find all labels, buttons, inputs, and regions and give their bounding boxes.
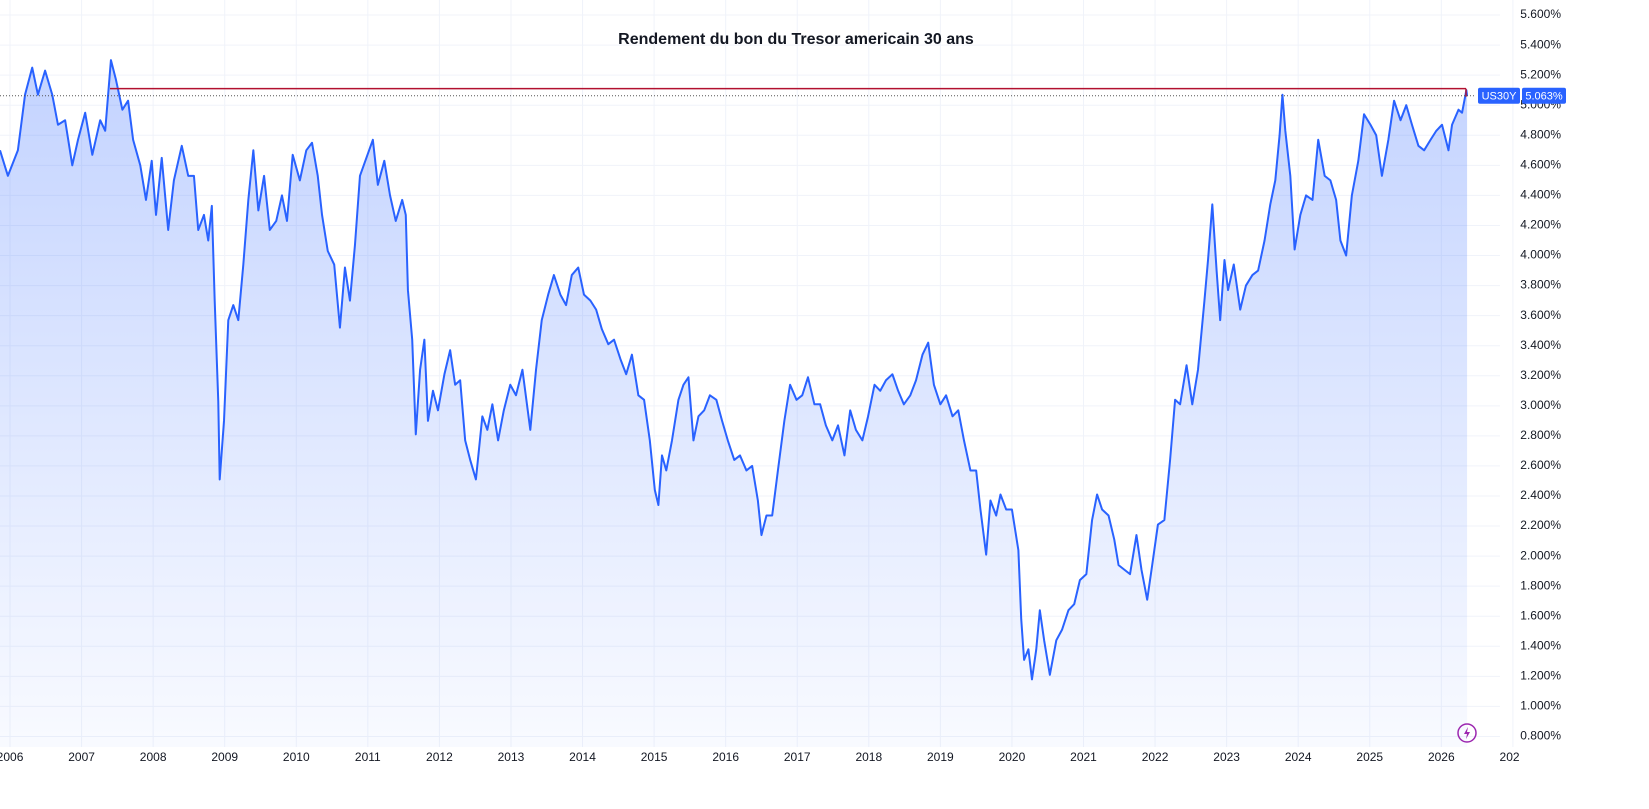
y-tick-label: 5.400%	[1520, 37, 1561, 51]
y-tick-label: 3.800%	[1520, 278, 1561, 292]
y-tick-label: 3.400%	[1520, 338, 1561, 352]
area-fill	[0, 60, 1468, 748]
x-tick-label: 2017	[784, 750, 811, 764]
symbol-badge-text: US30Y	[1482, 91, 1518, 103]
x-tick-label: 2025	[1356, 750, 1383, 764]
y-tick-label: 1.600%	[1520, 608, 1561, 622]
y-tick-label: 1.200%	[1520, 669, 1561, 683]
x-tick-label: 2007	[68, 750, 95, 764]
y-tick-label: 1.800%	[1520, 578, 1561, 592]
x-tick-label: 2011	[355, 750, 381, 764]
x-tick-label: 2018	[855, 750, 882, 764]
x-axis: 2006 2007 2008 2009 2010 2011 2012 2013 2014 2015…	[0, 750, 1527, 764]
x-tick-label: 2013	[498, 750, 525, 764]
y-tick-label: 2.800%	[1520, 428, 1561, 442]
x-tick-label: 2027	[1500, 750, 1527, 764]
x-tick-label: 2020	[999, 750, 1026, 764]
x-tick-label: 2024	[1285, 750, 1312, 764]
x-tick-label: 2026	[1428, 750, 1455, 764]
x-tick-label: 2019	[927, 750, 954, 764]
x-tick-label: 2014	[569, 750, 596, 764]
x-tick-label: 2009	[211, 750, 238, 764]
x-tick-label: 2006	[0, 750, 24, 764]
y-tick-label: 2.000%	[1520, 548, 1561, 562]
symbol-badge	[1478, 87, 1520, 104]
y-tick-label: 4.400%	[1520, 188, 1561, 202]
chart-title: Rendement du bon du Tresor americain 30 …	[618, 31, 974, 48]
y-tick-label: 4.000%	[1520, 248, 1561, 262]
y-tick-label: 1.400%	[1520, 638, 1561, 652]
price-badge	[1522, 87, 1566, 104]
x-tick-label: 2016	[712, 750, 739, 764]
y-tick-label: 4.600%	[1520, 158, 1561, 172]
x-tick-label: 2021	[1070, 750, 1097, 764]
flash-icon	[1457, 723, 1477, 743]
y-tick-label: 2.600%	[1520, 458, 1561, 472]
x-tick-label: 2008	[140, 750, 167, 764]
y-tick-label: 2.400%	[1520, 488, 1561, 502]
y-tick-label: 4.200%	[1520, 218, 1561, 232]
x-tick-label: 2023	[1213, 750, 1240, 764]
y-tick-label: 3.600%	[1520, 308, 1561, 322]
y-tick-label: 0.800%	[1520, 729, 1561, 743]
y-tick-label: 2.200%	[1520, 518, 1561, 532]
y-tick-label: 3.000%	[1520, 398, 1561, 412]
y-tick-label: 5.600%	[1520, 7, 1561, 21]
price-badge-text: 5.063%	[1525, 91, 1563, 103]
x-tick-label: 2012	[426, 750, 453, 764]
plot	[0, 59, 1475, 748]
x-tick-label: 2010	[283, 750, 310, 764]
y-tick-label: 4.800%	[1520, 127, 1561, 141]
x-tick-label: 2015	[641, 750, 668, 764]
x-tick-label: 2022	[1142, 750, 1169, 764]
y-tick-label: 1.000%	[1520, 699, 1561, 713]
y-tick-label: 5.200%	[1520, 67, 1561, 81]
y-axis: 0.800% 1.000% 1.200% 1.400% 1.600% 1.800% 2.00…	[1478, 7, 1566, 743]
y-tick-label: 3.200%	[1520, 368, 1561, 382]
line	[0, 59, 1469, 681]
